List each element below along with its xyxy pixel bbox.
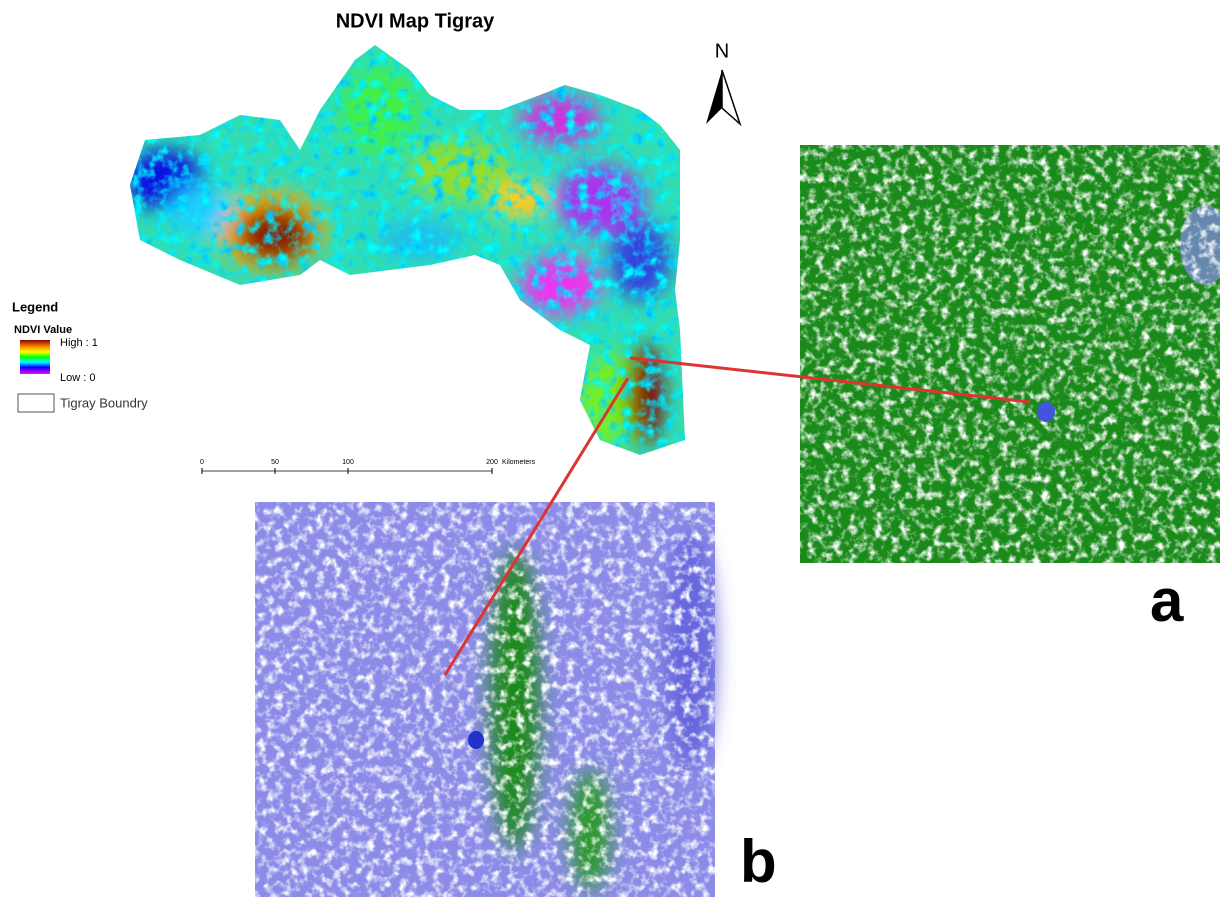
panel-label: b (740, 828, 777, 895)
scale-label: 200 (486, 459, 498, 466)
scale-bar: 0 50 100 200 Kilometers (200, 459, 536, 474)
scale-label: 0 (200, 459, 204, 466)
ndvi-map (120, 40, 700, 460)
north-arrow: N (706, 40, 740, 124)
legend-subtitle: NDVI Value (14, 324, 72, 336)
panel-label: a (1150, 567, 1184, 634)
legend-low: Low : 0 (60, 372, 95, 384)
north-label: N (715, 40, 729, 62)
legend-boundary: Tigray Boundry (60, 395, 148, 410)
panel-b-image (255, 502, 715, 897)
scale-unit: Kilometers (502, 459, 536, 466)
legend-high: High : 1 (60, 337, 98, 349)
figure: NDVI Map Tigray N Legend NDVI Value (0, 0, 1220, 897)
legend-title: Legend (12, 299, 58, 314)
legend-boundary-swatch (18, 394, 54, 412)
scale-label: 50 (271, 459, 279, 466)
map-title: NDVI Map Tigray (336, 10, 495, 32)
scale-label: 100 (342, 459, 354, 466)
legend-ramp (20, 340, 50, 374)
legend: Legend NDVI Value High : 1 Low : 0 Tigra… (12, 299, 148, 412)
panel-a-image (800, 145, 1220, 563)
